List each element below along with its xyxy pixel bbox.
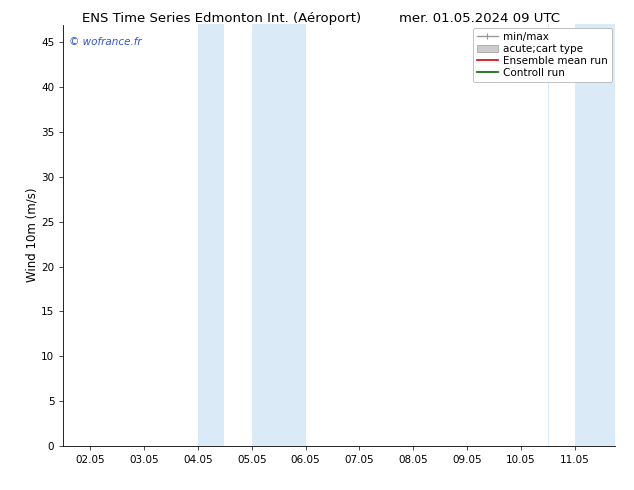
Text: ENS Time Series Edmonton Int. (Aéroport): ENS Time Series Edmonton Int. (Aéroport) bbox=[82, 12, 361, 25]
Bar bbox=[548, 24, 549, 446]
Bar bbox=[252, 24, 306, 446]
Bar bbox=[574, 24, 615, 446]
Text: mer. 01.05.2024 09 UTC: mer. 01.05.2024 09 UTC bbox=[399, 12, 560, 25]
Text: © wofrance.fr: © wofrance.fr bbox=[69, 37, 141, 47]
Y-axis label: Wind 10m (m/s): Wind 10m (m/s) bbox=[25, 188, 38, 282]
Bar bbox=[198, 24, 224, 446]
Legend: min/max, acute;cart type, Ensemble mean run, Controll run: min/max, acute;cart type, Ensemble mean … bbox=[473, 27, 612, 82]
